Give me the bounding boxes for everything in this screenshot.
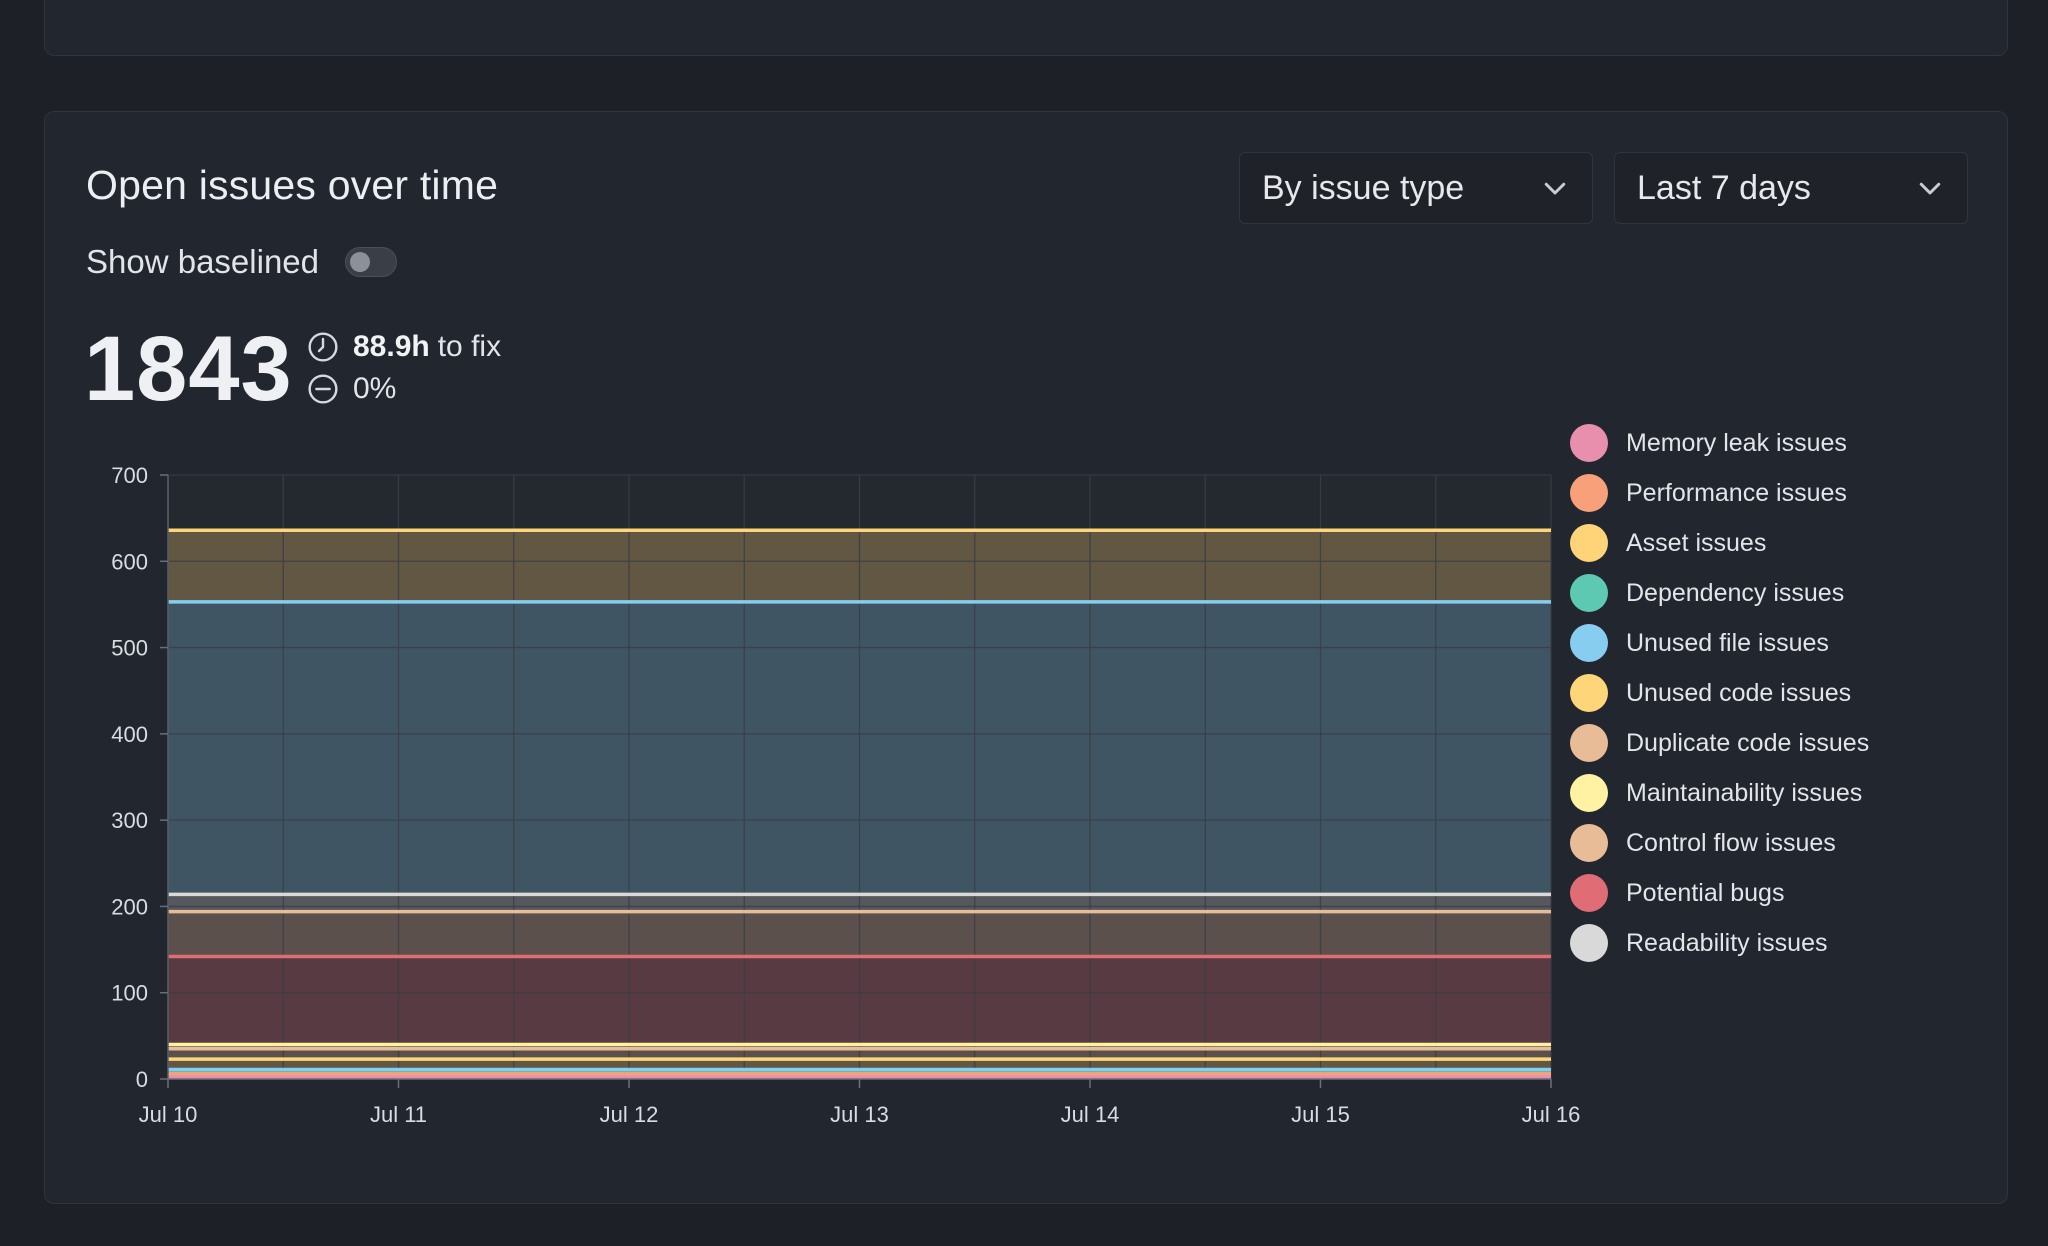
x-tick-label: Jul 15: [1291, 1102, 1350, 1127]
legend-item[interactable]: Unused code issues: [1570, 668, 1869, 718]
panel-title: Open issues over time: [86, 162, 499, 208]
legend-swatch: [1570, 624, 1608, 662]
change-value: 0%: [353, 372, 397, 405]
x-tick-label: Jul 12: [600, 1102, 659, 1127]
legend-swatch: [1570, 474, 1608, 512]
y-tick-label: 300: [111, 808, 148, 833]
legend-item[interactable]: Unused file issues: [1570, 618, 1869, 668]
legend-item[interactable]: Asset issues: [1570, 518, 1869, 568]
legend-item[interactable]: Potential bugs: [1570, 868, 1869, 918]
minus-circle-icon: [308, 374, 338, 404]
x-tick-label: Jul 16: [1522, 1102, 1581, 1127]
legend-label: Performance issues: [1626, 478, 1847, 507]
time-range-dropdown[interactable]: Last 7 days: [1614, 152, 1968, 224]
legend-label: Unused file issues: [1626, 628, 1829, 657]
legend-item[interactable]: Maintainability issues: [1570, 768, 1869, 818]
legend-label: Memory leak issues: [1626, 428, 1847, 457]
y-tick-label: 100: [111, 981, 148, 1006]
x-tick-label: Jul 11: [370, 1102, 427, 1127]
legend-label: Unused code issues: [1626, 678, 1852, 707]
legend-swatch: [1570, 524, 1608, 562]
y-tick-label: 500: [111, 636, 148, 661]
legend-label: Maintainability issues: [1626, 778, 1863, 807]
group-by-dropdown[interactable]: By issue type: [1239, 152, 1593, 224]
legend-swatch: [1570, 574, 1608, 612]
total-open-issues: 1843: [84, 318, 293, 420]
change-stat: 0%: [307, 372, 396, 406]
legend-swatch: [1570, 924, 1608, 962]
legend-item[interactable]: Duplicate code issues: [1570, 718, 1869, 768]
clock-icon: [308, 332, 338, 362]
show-baselined-toggle[interactable]: [345, 247, 397, 277]
y-tick-label: 400: [111, 722, 148, 747]
x-tick-label: Jul 10: [139, 1102, 198, 1127]
time-range-selected: Last 7 days: [1637, 168, 1811, 207]
y-tick-label: 200: [111, 894, 148, 919]
legend-label: Asset issues: [1626, 528, 1767, 557]
legend-label: Potential bugs: [1626, 878, 1785, 907]
previous-panel: [44, 0, 2008, 56]
y-tick-label: 0: [136, 1067, 148, 1092]
legend-item[interactable]: Control flow issues: [1570, 818, 1869, 868]
legend-label: Readability issues: [1626, 928, 1828, 957]
legend-label: Duplicate code issues: [1626, 728, 1870, 757]
chart-legend: Memory leak issues Performance issues Asse…: [1570, 418, 1869, 968]
legend-swatch: [1570, 874, 1608, 912]
legend-swatch: [1570, 824, 1608, 862]
chevron-down-icon: [1919, 182, 1941, 195]
time-to-fix-suffix: to fix: [437, 330, 502, 363]
group-by-selected: By issue type: [1262, 168, 1465, 207]
legend-item[interactable]: Memory leak issues: [1570, 418, 1869, 468]
legend-swatch: [1570, 424, 1608, 462]
legend-label: Dependency issues: [1626, 578, 1845, 607]
legend-item[interactable]: Performance issues: [1570, 468, 1869, 518]
x-tick-label: Jul 13: [830, 1102, 889, 1127]
legend-item[interactable]: Dependency issues: [1570, 568, 1869, 618]
y-tick-label: 700: [111, 463, 148, 488]
legend-item[interactable]: Readability issues: [1570, 918, 1869, 968]
legend-swatch: [1570, 674, 1608, 712]
y-tick-label: 600: [111, 549, 148, 574]
chevron-down-icon: [1544, 182, 1566, 195]
show-baselined-label: Show baselined: [86, 243, 319, 280]
time-to-fix-stat: 88.9h to fix: [307, 330, 501, 364]
legend-swatch: [1570, 774, 1608, 812]
x-tick-label: Jul 14: [1061, 1102, 1120, 1127]
time-to-fix-value: 88.9h: [353, 330, 430, 363]
legend-label: Control flow issues: [1626, 828, 1836, 857]
toggle-knob: [350, 252, 370, 272]
show-baselined-row: Show baselined: [86, 243, 397, 281]
legend-swatch: [1570, 724, 1608, 762]
